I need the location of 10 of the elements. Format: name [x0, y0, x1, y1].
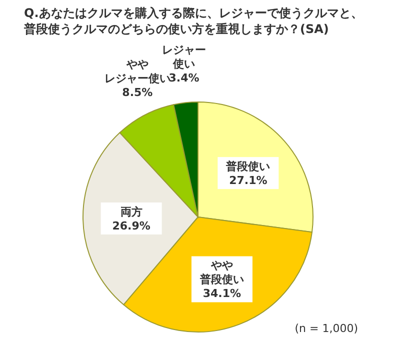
data-label: 3.4% — [168, 72, 200, 85]
slice-label: 両方 — [120, 205, 142, 218]
data-label: 8.5% — [122, 86, 153, 99]
chart-title: Q.あなたはクルマを購入する際に、レジャーで使うクルマと、普段使うクルマのどちらの使い方を重視しますか？(SA) — [24, 5, 363, 37]
text: (n = 1,000) — [294, 322, 358, 335]
slice-label: やや普段使い — [198, 259, 244, 286]
slice-label: 普段使い — [225, 160, 270, 174]
data-label: 34.1% — [202, 287, 242, 300]
data-label: 26.9% — [112, 219, 150, 232]
data-label: 27.1% — [229, 174, 268, 188]
